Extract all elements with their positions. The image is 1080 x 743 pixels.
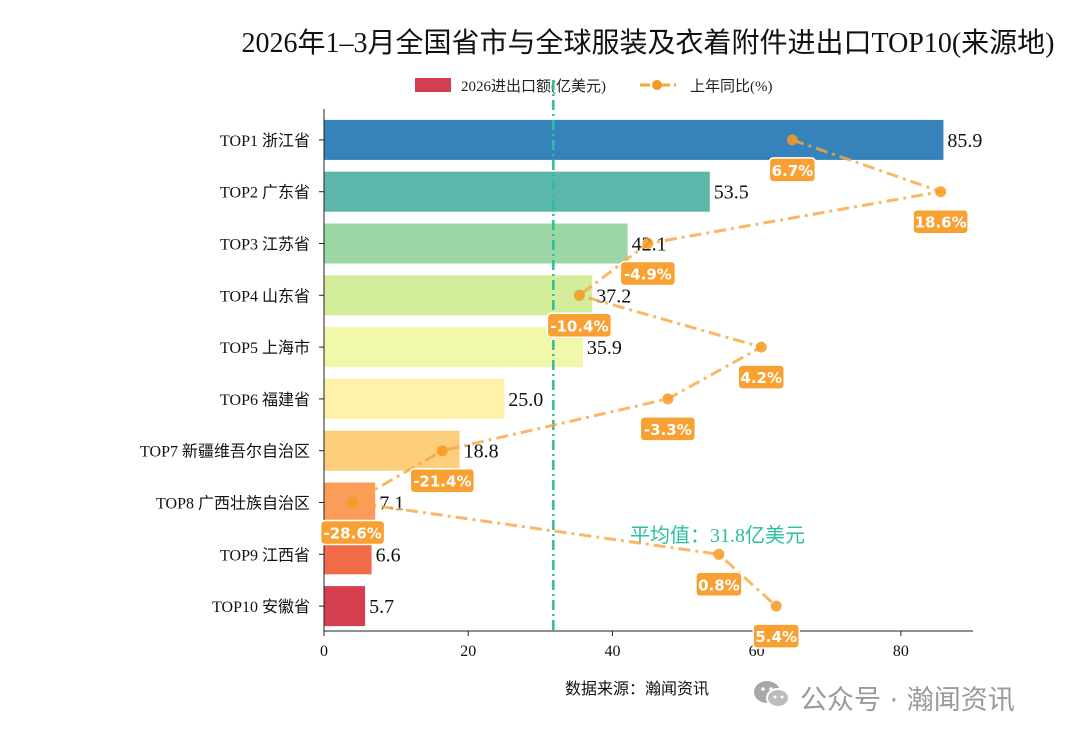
yoy-label-box (737, 364, 785, 390)
yoy-point (662, 393, 674, 405)
x-tick-label: 0 (320, 643, 328, 660)
category-label: TOP7 新疆维吾尔自治区 (140, 443, 310, 461)
yoy-label: -21.4% (413, 473, 471, 491)
bar-3 (324, 223, 628, 264)
yoy-label: 4.2% (740, 369, 782, 387)
yoy-label-box (768, 157, 817, 183)
bar-2 (324, 171, 710, 212)
bar-value-label: 37.2 (596, 285, 631, 307)
yoy-label-box (619, 260, 677, 287)
chart-title: 2026年1–3月全国省市与全球服装及衣着附件进出口TOP10(来源地) (241, 27, 1054, 59)
yoy-label: -10.4% (550, 317, 608, 335)
category-label: TOP4 山东省 (220, 287, 310, 305)
legend-bar-swatch (415, 78, 451, 92)
bar-value-label: 25.0 (508, 389, 543, 411)
yoy-point (935, 186, 947, 198)
yoy-label-box (409, 467, 476, 494)
category-label: TOP5 上海市 (220, 339, 310, 357)
yoy-label: 5.4% (755, 628, 797, 646)
category-label: TOP1 浙江省 (220, 132, 310, 150)
bar-value-label: 6.6 (376, 544, 401, 566)
category-label: TOP3 江苏省 (220, 236, 310, 254)
yoy-label-box (695, 571, 743, 598)
x-tick-label: 80 (893, 643, 909, 660)
category-label: TOP8 广西壮族自治区 (156, 495, 310, 513)
category-label: TOP9 江西省 (220, 546, 310, 564)
bar-5 (324, 327, 583, 368)
bar-1 (324, 119, 944, 160)
x-tick-label: 20 (460, 643, 476, 660)
watermark: 公众号 · 瀚闻资讯 (752, 678, 1015, 717)
yoy-line (348, 138, 947, 608)
yoy-point (786, 134, 798, 146)
yoy-label-box (912, 208, 969, 235)
bar-10 (324, 586, 366, 627)
yoy-label: -4.9% (624, 266, 672, 284)
bar-6 (324, 378, 505, 419)
yoy-label-box (752, 623, 800, 649)
legend-line-marker (652, 80, 662, 90)
bar-value-label: 7.1 (379, 493, 404, 515)
yoy-label-box (319, 519, 386, 546)
bar-value-label: 35.9 (587, 337, 622, 359)
yoy-label: 18.6% (915, 214, 967, 232)
category-label: TOP10 安徽省 (212, 598, 310, 616)
watermark-text: 公众号 · 瀚闻资讯 (800, 685, 1015, 716)
yoy-point (713, 548, 725, 560)
legend-line-label: 上年同比(%) (690, 78, 773, 95)
yoy-point (436, 445, 448, 457)
source-label: 数据来源：瀚闻资讯 (565, 680, 709, 698)
legend-bar-label: 2026进出口额(亿美元) (461, 78, 606, 95)
yoy-label: -28.6% (324, 525, 382, 543)
yoy-label-box (546, 312, 613, 339)
bar-value-label: 53.5 (714, 182, 749, 204)
yoy-point (347, 497, 359, 508)
bar-value-label: 18.8 (464, 441, 499, 463)
wechat-icon (752, 678, 792, 717)
yoy-point (573, 289, 585, 301)
yoy-label: 0.8% (698, 576, 740, 594)
yoy-point (770, 600, 782, 612)
bar-value-label: 85.9 (947, 130, 982, 152)
x-tick-label: 40 (604, 643, 620, 660)
yoy-label-box (639, 416, 697, 442)
bar-4 (324, 275, 593, 316)
yoy-label: -3.3% (644, 421, 692, 439)
yoy-label: 6.7% (772, 162, 814, 180)
average-label: 平均值：31.8亿美元 (630, 524, 805, 547)
category-label: TOP2 广东省 (220, 184, 310, 202)
yoy-point (755, 341, 767, 353)
category-label: TOP6 福建省 (220, 391, 310, 409)
bar-value-label: 5.7 (369, 596, 394, 618)
yoy-point (642, 238, 654, 249)
